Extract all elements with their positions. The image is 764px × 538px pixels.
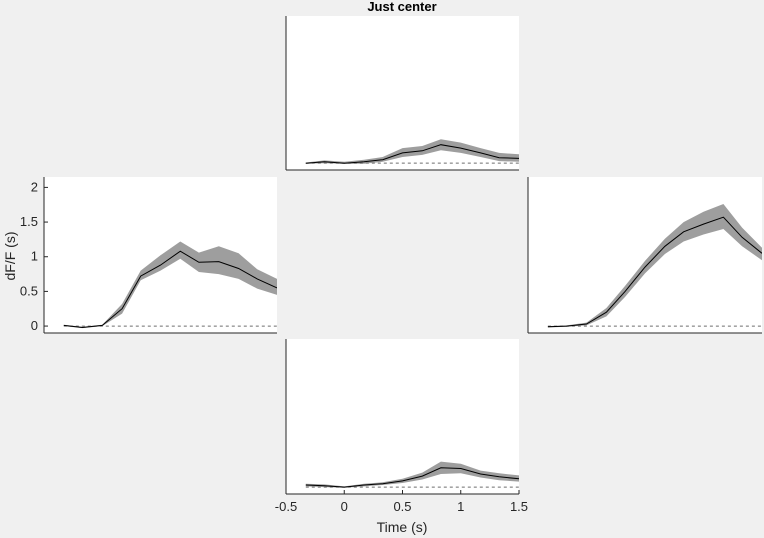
y-tick-label: 0 xyxy=(31,318,38,333)
y-tick-label: 1 xyxy=(31,249,38,264)
y-axis-label: dF/F (s) xyxy=(2,232,18,281)
panel-bottom: -0.5 0 0.5 1 1.5 xyxy=(275,339,528,514)
plot-area-left xyxy=(44,177,277,333)
data-group-left xyxy=(63,241,277,329)
x-tick-label: 1 xyxy=(457,499,464,514)
plot-area-right xyxy=(528,177,762,333)
panel-right xyxy=(527,177,762,334)
panel-top xyxy=(285,16,519,171)
data-group-right xyxy=(547,204,762,328)
y-tick-label: 1.5 xyxy=(20,214,38,229)
y-tick-label: 0.5 xyxy=(20,283,38,298)
mean-line-left xyxy=(63,250,277,329)
panel-left: 0 0.5 1 1.5 2 xyxy=(20,177,277,334)
error-band-bottom xyxy=(305,461,519,488)
mean-line-right xyxy=(547,216,762,328)
x-tick-label: 0 xyxy=(341,499,348,514)
plot-area-top xyxy=(286,16,519,170)
x-tick-label: 1.5 xyxy=(510,499,528,514)
x-tick-label: 0.5 xyxy=(393,499,411,514)
mean-line-top xyxy=(305,144,519,164)
x-tick-label: -0.5 xyxy=(275,499,297,514)
y-tick-label: 2 xyxy=(31,179,38,194)
panels-layer: 0 0.5 1 1.5 2 -0.5 0 0.5 1 1.5 xyxy=(20,16,762,514)
figure-title: Just center xyxy=(367,0,436,14)
plot-area-bottom xyxy=(286,339,519,494)
x-axis-label: Time (s) xyxy=(377,519,428,535)
mean-line-bottom xyxy=(305,467,519,488)
data-group-top xyxy=(305,139,519,164)
data-group-bottom xyxy=(305,461,519,488)
